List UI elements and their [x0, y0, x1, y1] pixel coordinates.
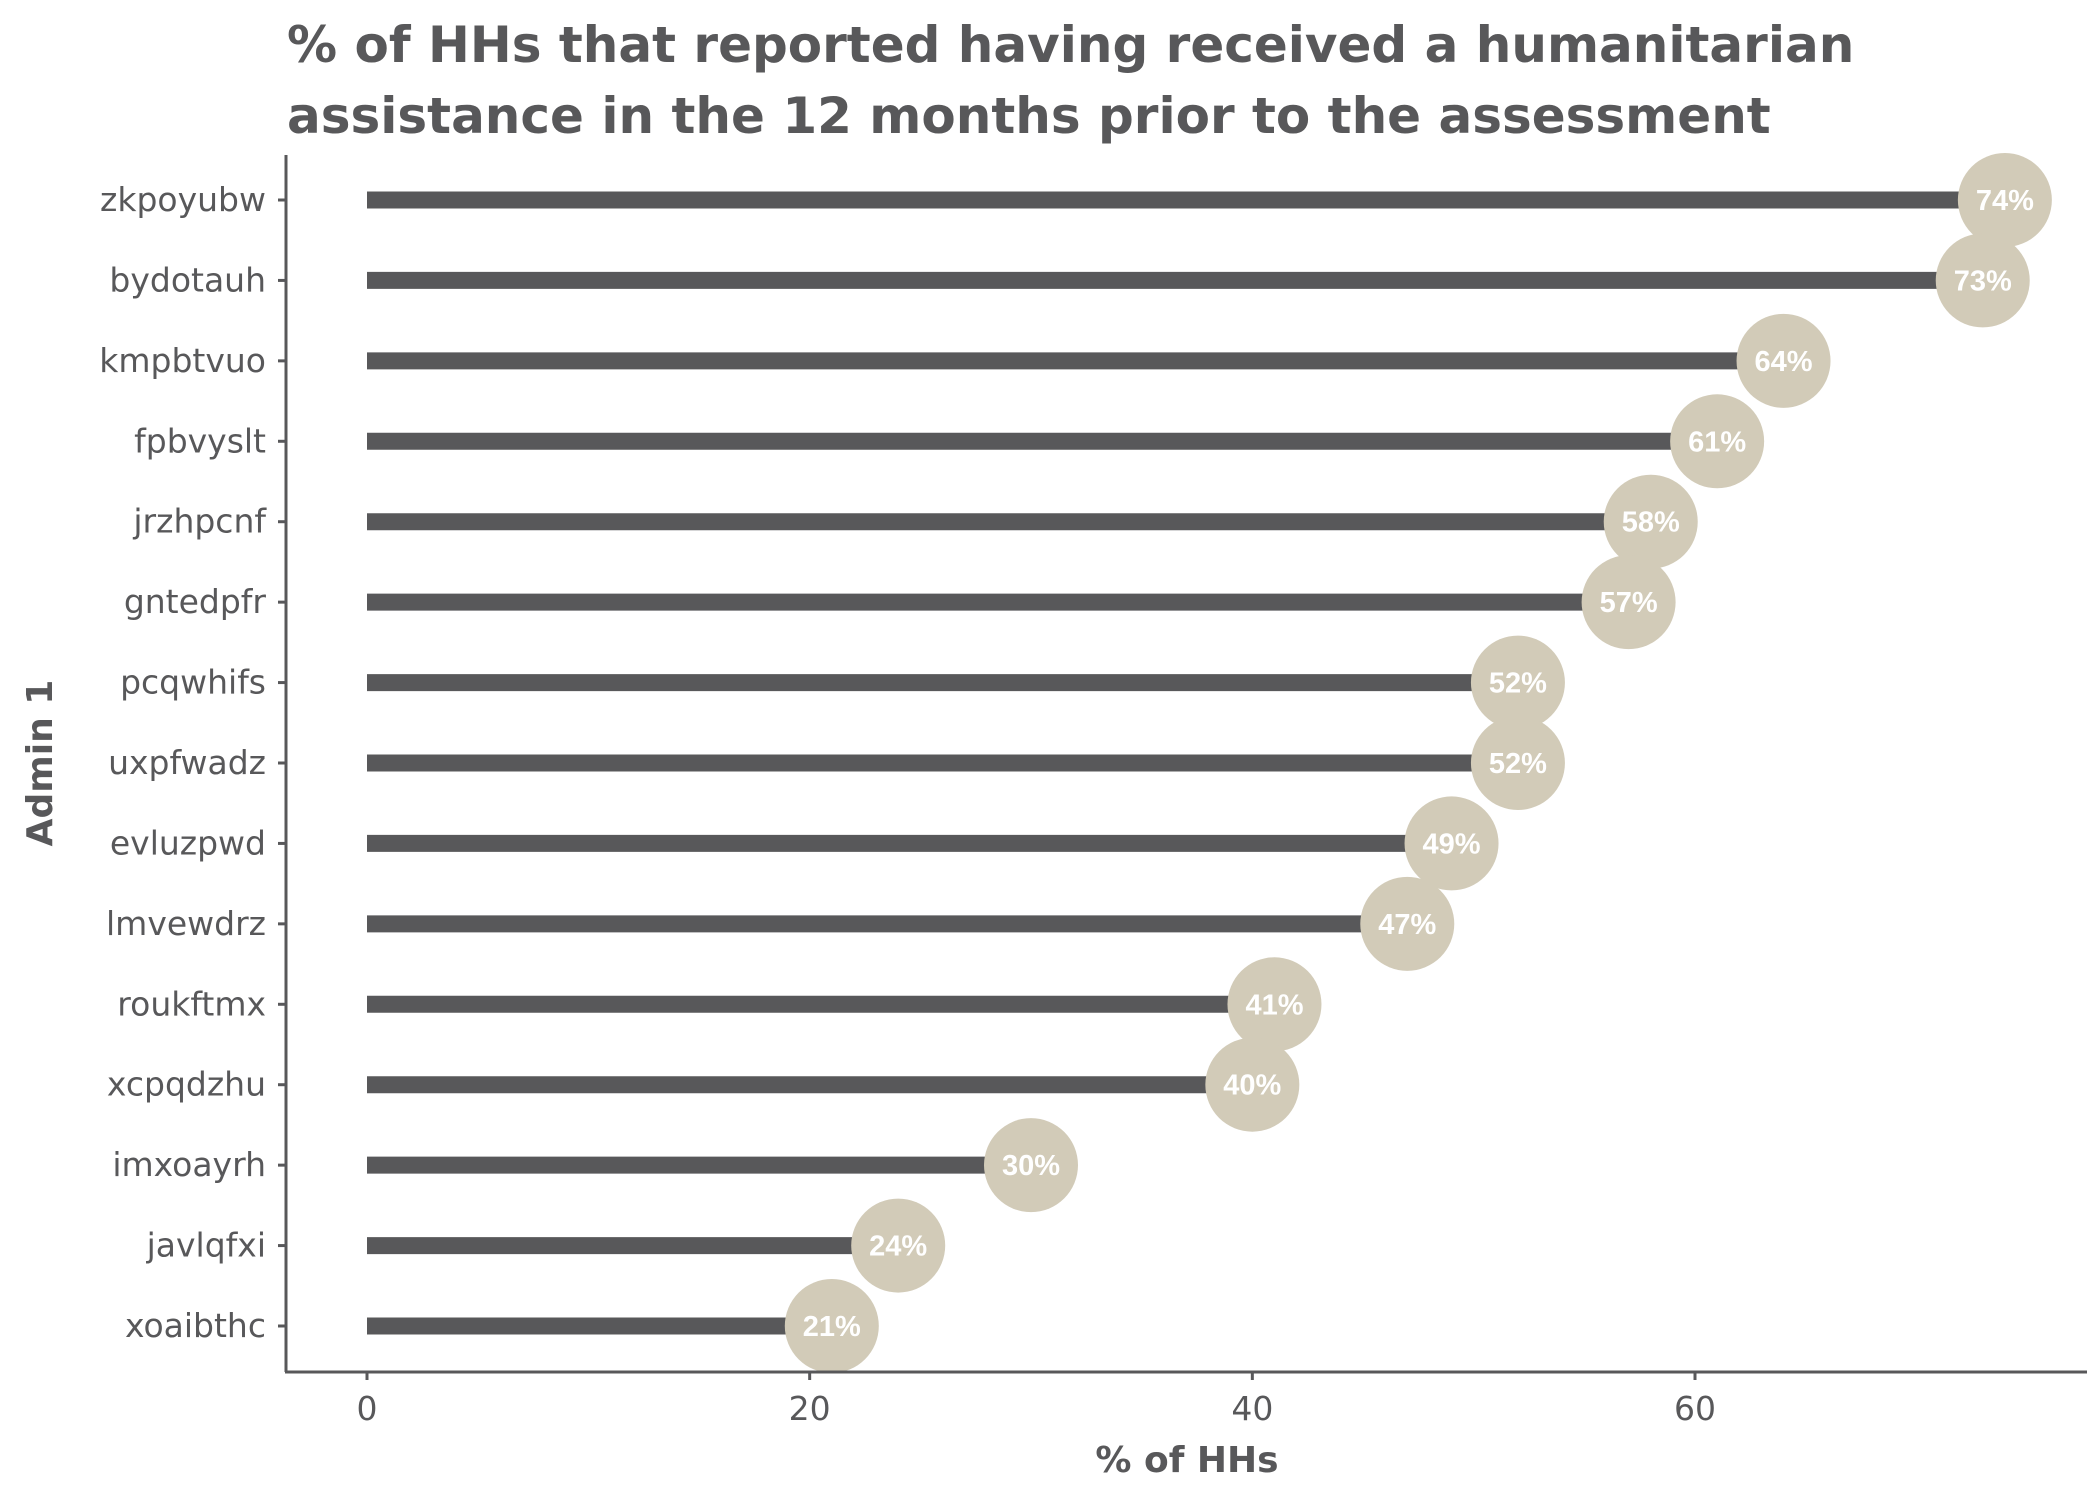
lollipop-xoaibthc: 21% xoaibthc: [125, 1279, 879, 1373]
data-label: 24%: [869, 1231, 927, 1263]
point: [1360, 876, 1455, 971]
point: [1935, 233, 2030, 328]
data-label: 58%: [1622, 507, 1680, 539]
lollipop-evluzpwd: 49% evluzpwd: [110, 796, 1499, 891]
point: [1470, 635, 1565, 730]
data-label: 52%: [1489, 748, 1547, 780]
data-label: 73%: [1954, 265, 2012, 297]
y-tick-label: pcqwhifs: [120, 663, 266, 702]
x-tick-label: 20: [789, 1389, 831, 1428]
y-tick-label: zkpoyubw: [100, 180, 266, 219]
x-tick-label: 40: [1231, 1389, 1273, 1428]
y-tick-label: evluzpwd: [110, 823, 266, 862]
y-axis-label: Admin 1: [20, 680, 61, 847]
data-label: 49%: [1423, 828, 1481, 860]
y-tick-label: roukftmx: [117, 984, 266, 1023]
point: [1670, 394, 1765, 489]
plot-area: 74% zkpoyubw 73% bydotauh 64% kmpbtvuo 61% fpbv…: [99, 153, 2052, 1373]
data-label: 41%: [1245, 989, 1303, 1021]
point: [984, 1118, 1078, 1213]
y-tick-label: uxpfwadz: [108, 743, 266, 782]
data-label: 52%: [1489, 668, 1547, 700]
y-tick-label: javlqfxi: [146, 1226, 266, 1265]
y-tick-label: jrzhpcnf: [132, 502, 267, 541]
chart-title-line-2: assistance in the 12 months prior to the…: [287, 87, 1771, 145]
lollipop-imxoayrh: 30% imxoayrh: [112, 1118, 1078, 1213]
point: [1957, 153, 2052, 247]
lollipop-jrzhpcnf: 58% jrzhpcnf: [132, 474, 1698, 569]
lollipop-fpbvyslt: 61% fpbvyslt: [134, 394, 1765, 489]
lollipop-javlqfxi: 24% javlqfxi: [146, 1198, 946, 1293]
data-label: 61%: [1688, 426, 1746, 458]
y-tick-label: bydotauh: [109, 260, 266, 299]
y-tick-label: xcpqdzhu: [107, 1065, 266, 1104]
data-label: 47%: [1378, 909, 1436, 941]
lollipop-xcpqdzhu: 40% xcpqdzhu: [107, 1037, 1300, 1132]
point: [1227, 957, 1322, 1052]
point: [1404, 796, 1499, 891]
point: [1581, 555, 1676, 650]
chart-title-line-1: % of HHs that reported having received a…: [287, 16, 1854, 74]
data-label: 57%: [1600, 587, 1658, 619]
point: [784, 1279, 879, 1373]
lollipop-gntedpfr: 57% gntedpfr: [124, 555, 1676, 650]
lollipop-bydotauh: 73% bydotauh: [109, 233, 2030, 328]
point: [851, 1198, 946, 1293]
lollipop-roukftmx: 41% roukftmx: [117, 957, 1322, 1052]
x-axis-ticks: 0 20 40 60: [357, 1372, 1716, 1428]
x-tick-label: 0: [357, 1389, 378, 1428]
y-tick-label: kmpbtvuo: [99, 341, 266, 380]
point: [1205, 1037, 1300, 1132]
lollipop-kmpbtvuo: 64% kmpbtvuo: [99, 313, 1831, 408]
data-label: 74%: [1976, 185, 2034, 217]
data-label: 21%: [803, 1311, 861, 1343]
data-label: 64%: [1755, 346, 1813, 378]
data-label: 30%: [1002, 1150, 1060, 1182]
lollipop-lmvewdrz: 47% lmvewdrz: [106, 876, 1455, 971]
y-tick-label: gntedpfr: [124, 582, 267, 621]
y-tick-label: xoaibthc: [125, 1306, 266, 1345]
x-axis-label: % of HHs: [1095, 1440, 1278, 1481]
x-tick-label: 60: [1674, 1389, 1716, 1428]
lollipop-uxpfwadz: 52% uxpfwadz: [108, 716, 1565, 810]
point: [1736, 313, 1831, 408]
lollipop-pcqwhifs: 52% pcqwhifs: [120, 635, 1565, 730]
data-label: 40%: [1223, 1070, 1281, 1102]
y-tick-label: fpbvyslt: [134, 421, 266, 460]
y-tick-label: imxoayrh: [112, 1145, 266, 1184]
point: [1603, 474, 1698, 569]
lollipop-zkpoyubw: 74% zkpoyubw: [100, 153, 2052, 247]
point: [1470, 716, 1565, 810]
y-tick-label: lmvewdrz: [106, 904, 266, 943]
